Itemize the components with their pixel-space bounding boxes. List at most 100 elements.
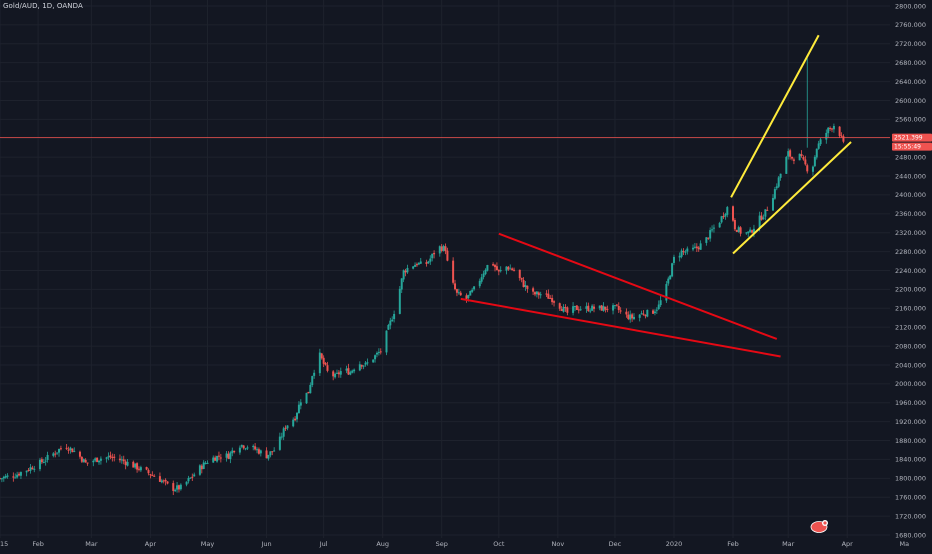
candle[interactable]: [737, 225, 740, 233]
candle[interactable]: [459, 290, 462, 296]
candle[interactable]: [402, 269, 405, 283]
candle[interactable]: [322, 355, 325, 368]
candle[interactable]: [693, 243, 696, 249]
candle[interactable]: [593, 304, 596, 313]
candle[interactable]: [387, 323, 390, 330]
candle[interactable]: [269, 451, 272, 458]
candle[interactable]: [389, 317, 392, 330]
candle[interactable]: [438, 245, 441, 257]
candle[interactable]: [560, 306, 563, 312]
candle[interactable]: [335, 369, 338, 374]
candle[interactable]: [760, 212, 763, 221]
candle[interactable]: [429, 255, 432, 265]
candle[interactable]: [292, 417, 295, 428]
candle[interactable]: [151, 471, 154, 477]
candle[interactable]: [442, 244, 445, 252]
candle[interactable]: [802, 155, 805, 161]
candle[interactable]: [804, 155, 807, 166]
candle[interactable]: [385, 330, 388, 356]
candle[interactable]: [537, 291, 540, 299]
candle[interactable]: [227, 451, 230, 460]
candle[interactable]: [46, 451, 49, 463]
candle[interactable]: [682, 248, 685, 256]
candle[interactable]: [785, 155, 788, 174]
candle[interactable]: [42, 458, 45, 464]
candle[interactable]: [406, 264, 409, 274]
candle[interactable]: [589, 308, 592, 314]
candle[interactable]: [444, 243, 447, 255]
candle[interactable]: [766, 206, 769, 211]
candle[interactable]: [400, 277, 403, 293]
candle[interactable]: [107, 452, 110, 461]
candle[interactable]: [671, 262, 674, 278]
candle[interactable]: [206, 460, 209, 464]
candle[interactable]: [697, 246, 700, 252]
candle[interactable]: [189, 477, 192, 479]
candle[interactable]: [299, 399, 302, 410]
candle[interactable]: [564, 304, 567, 312]
candle[interactable]: [478, 278, 481, 289]
candle[interactable]: [585, 302, 588, 313]
candle[interactable]: [198, 464, 201, 476]
candle[interactable]: [347, 363, 350, 375]
candle[interactable]: [617, 302, 620, 314]
candle[interactable]: [547, 289, 550, 299]
candle[interactable]: [375, 351, 378, 358]
candle[interactable]: [86, 462, 89, 466]
candle[interactable]: [562, 304, 565, 313]
candle[interactable]: [158, 472, 161, 483]
candle[interactable]: [6, 473, 9, 479]
candle[interactable]: [33, 465, 36, 473]
candle[interactable]: [414, 262, 417, 267]
candle[interactable]: [202, 460, 205, 470]
candle[interactable]: [652, 309, 655, 315]
candle[interactable]: [692, 244, 695, 252]
candle[interactable]: [720, 215, 723, 224]
candle[interactable]: [393, 310, 396, 323]
symbol-title[interactable]: Gold/AUD, 1D, OANDA: [3, 2, 83, 10]
candle[interactable]: [575, 305, 578, 311]
candle[interactable]: [172, 480, 175, 496]
candle[interactable]: [332, 370, 335, 381]
candle[interactable]: [294, 416, 297, 422]
candle[interactable]: [120, 456, 123, 464]
candle[interactable]: [337, 370, 340, 378]
candle[interactable]: [124, 459, 127, 470]
candle[interactable]: [69, 446, 72, 454]
candle[interactable]: [465, 293, 468, 303]
candle[interactable]: [800, 150, 803, 158]
candle[interactable]: [486, 264, 489, 272]
candle[interactable]: [577, 306, 580, 314]
candle[interactable]: [282, 426, 285, 441]
candle[interactable]: [431, 253, 434, 262]
candle[interactable]: [709, 227, 712, 242]
candle[interactable]: [271, 451, 274, 456]
candle[interactable]: [773, 186, 776, 200]
candle[interactable]: [339, 367, 342, 378]
candle[interactable]: [187, 475, 190, 484]
candle[interactable]: [505, 266, 508, 275]
candle[interactable]: [349, 370, 352, 376]
candle[interactable]: [313, 369, 316, 379]
candle[interactable]: [307, 391, 310, 394]
candle[interactable]: [522, 277, 525, 288]
candle[interactable]: [219, 453, 222, 463]
candle[interactable]: [113, 454, 116, 462]
candle[interactable]: [752, 224, 755, 238]
candle[interactable]: [267, 454, 270, 461]
candle[interactable]: [360, 364, 363, 370]
candle[interactable]: [627, 311, 630, 321]
candle[interactable]: [831, 127, 834, 133]
candle[interactable]: [625, 308, 628, 318]
candle[interactable]: [497, 269, 500, 276]
candle[interactable]: [657, 300, 660, 311]
candle[interactable]: [686, 246, 689, 255]
candle[interactable]: [185, 481, 188, 487]
candle[interactable]: [109, 451, 112, 460]
candle[interactable]: [345, 365, 348, 374]
candle[interactable]: [640, 310, 643, 315]
candle[interactable]: [646, 309, 649, 318]
candle[interactable]: [735, 229, 738, 233]
candle[interactable]: [452, 257, 455, 285]
candle[interactable]: [419, 257, 422, 265]
